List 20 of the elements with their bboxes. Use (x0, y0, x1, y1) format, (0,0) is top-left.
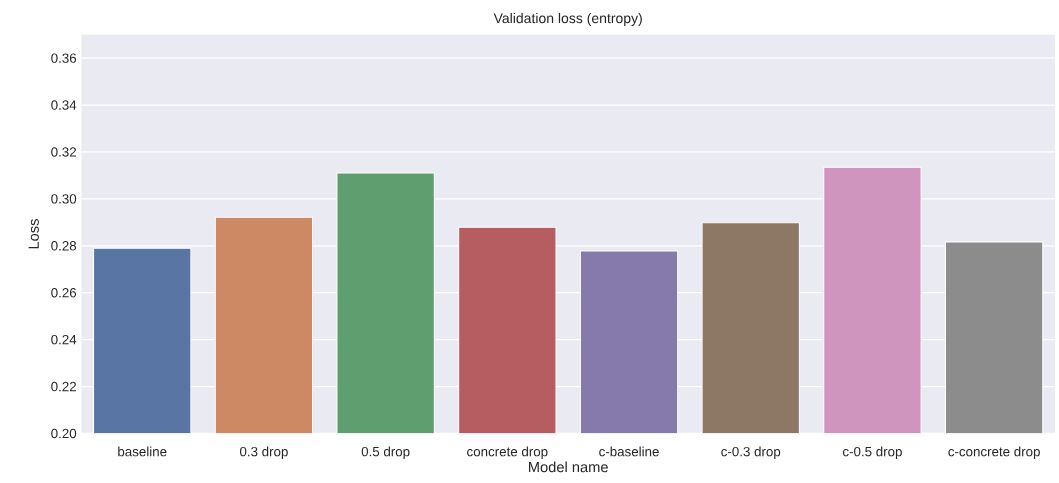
x-tick-label: 0.5 drop (361, 446, 410, 460)
x-tick-label: c-0.3 drop (721, 446, 781, 460)
x-tick-label: c-concrete drop (948, 446, 1040, 460)
y-tick-label: 0.30 (51, 194, 77, 204)
x-tick-label: c-0.5 drop (842, 446, 902, 460)
x-tick-label: c-baseline (599, 446, 659, 457)
y-axis-title: Loss (28, 219, 39, 249)
y-tick-label: 0.26 (51, 288, 77, 298)
y-tick-label: 0.24 (51, 335, 77, 345)
y-tick-label: 0.28 (51, 241, 77, 251)
x-tick-label: baseline (118, 446, 167, 457)
x-tick-label: 0.3 drop (239, 446, 288, 460)
y-tick-label: 0.36 (51, 53, 77, 63)
y-tick-label: 0.22 (51, 381, 76, 392)
y-tick-label: 0.32 (51, 147, 76, 157)
y-tick-label: 0.34 (51, 100, 77, 110)
x-axis-title: Model name (529, 461, 608, 473)
y-tick-label: 0.20 (51, 428, 77, 439)
chart-title: Validation loss (entropy) (493, 13, 642, 27)
x-tick-label: concrete drop (467, 446, 548, 460)
